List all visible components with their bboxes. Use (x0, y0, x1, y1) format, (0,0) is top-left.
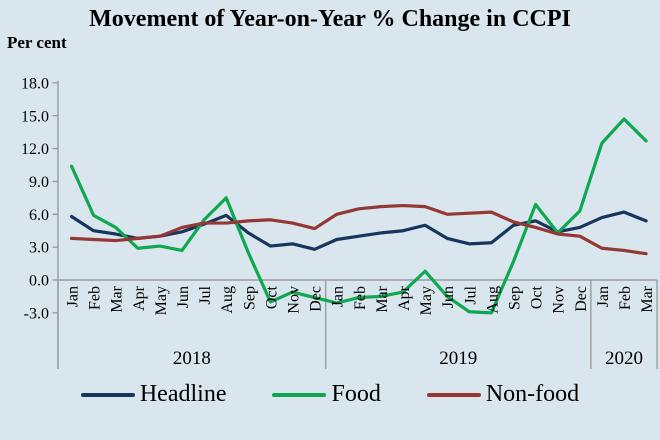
month-label: Aug (484, 286, 501, 314)
y-tick-label: 0.0 (29, 273, 49, 290)
chart-title: Movement of Year-on-Year % Change in CCP… (89, 6, 571, 32)
month-label: Jun (175, 286, 192, 308)
month-label: Apr (396, 285, 413, 311)
legend-item-headline: Headline (80, 381, 227, 408)
series-line-non-food (69, 203, 648, 256)
legend-label-nonfood: Non-food (485, 381, 580, 407)
y-tick-label: 3.0 (29, 240, 49, 257)
month-label: Mar (109, 285, 126, 312)
year-label: 2018 (173, 348, 211, 369)
food-line-swatch (272, 392, 327, 397)
month-label: Jan (595, 286, 612, 307)
month-label: Jan (65, 286, 82, 307)
legend-item-nonfood: Non-food (426, 381, 580, 408)
month-label: Jul (197, 285, 214, 304)
month-label: Feb (617, 286, 634, 310)
legend: Headline Food Non-food (0, 381, 660, 408)
month-label: May (418, 286, 435, 315)
y-tick-label: 18.0 (21, 75, 49, 92)
year-label: 2020 (605, 348, 643, 369)
month-label: Nov (286, 286, 303, 314)
month-label: Dec (573, 286, 590, 312)
month-label: Jun (440, 286, 457, 308)
month-label: Apr (131, 285, 148, 311)
month-label: Mar (374, 285, 391, 312)
y-tick-label: 15.0 (21, 108, 49, 125)
y-tick-label: 6.0 (29, 207, 49, 224)
legend-label-headline: Headline (139, 381, 227, 407)
month-label: Oct (263, 285, 280, 309)
legend-item-food: Food (272, 381, 381, 408)
headline-line-swatch (80, 392, 135, 397)
year-label: 2019 (439, 348, 477, 369)
y-axis-unit-label: Per cent (7, 33, 67, 52)
month-label: Oct (529, 285, 546, 309)
month-label: Sep (241, 286, 258, 310)
month-label: May (153, 286, 170, 315)
month-label: Feb (87, 286, 104, 310)
month-label: Sep (507, 286, 524, 310)
month-label: Feb (352, 286, 369, 310)
y-tick-label: 12.0 (21, 141, 49, 158)
series-line-food (69, 117, 648, 315)
legend-label-food: Food (331, 381, 381, 407)
month-label: Dec (308, 286, 325, 312)
nonfood-line-swatch (426, 392, 481, 397)
y-tick-label: 9.0 (29, 174, 49, 191)
month-label: Mar (639, 285, 656, 312)
month-label: Aug (219, 286, 236, 314)
month-label: Nov (551, 286, 568, 314)
month-label: Jan (330, 286, 347, 307)
month-label: Jul (462, 285, 479, 304)
y-tick-label: -3.0 (24, 305, 49, 322)
